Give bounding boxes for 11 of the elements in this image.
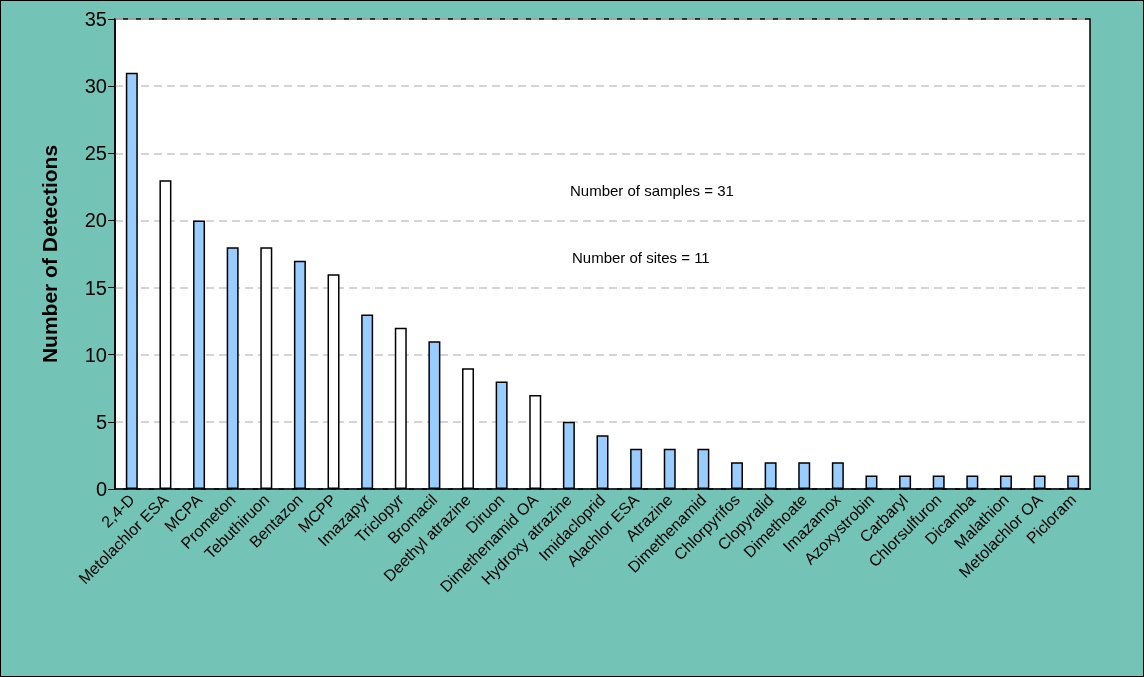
y-axis-title: Number of Detections [38, 144, 61, 364]
annotation: Number of sites = 11 [572, 249, 710, 267]
annotation: Number of samples = 31 [570, 181, 734, 199]
y-tick-label: 10 [84, 343, 107, 366]
y-tick-label: 35 [84, 8, 107, 30]
y-tick-label: 20 [84, 209, 107, 232]
y-tick-label: 5 [95, 410, 107, 433]
y-tick-label: 0 [95, 478, 107, 500]
y-tick-label: 25 [84, 142, 107, 165]
y-tick-label: 30 [84, 75, 107, 98]
y-tick-label: 15 [84, 276, 107, 299]
